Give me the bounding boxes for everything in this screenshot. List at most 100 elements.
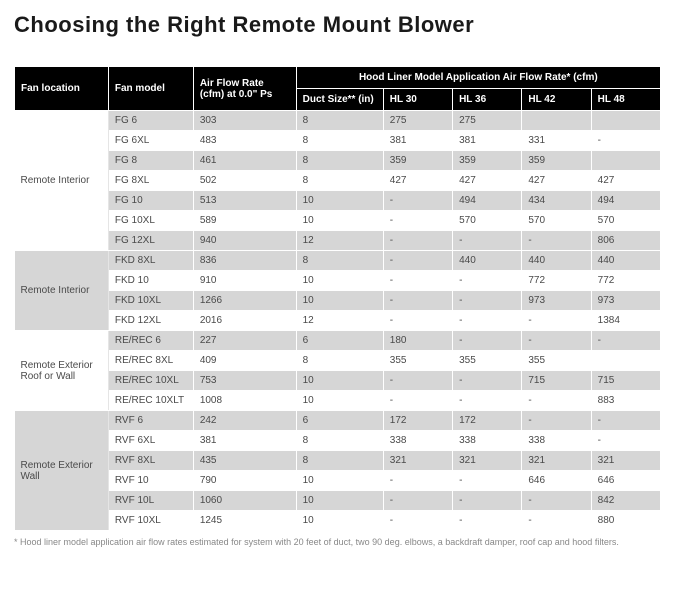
cell-hl36: 355 — [453, 351, 522, 371]
cell-hl42: 355 — [522, 351, 591, 371]
cell-hl48: - — [591, 411, 660, 431]
cell-duct: 6 — [296, 331, 383, 351]
cell-hl48: 1384 — [591, 311, 660, 331]
cell-hl30: - — [383, 491, 452, 511]
cell-afr: 409 — [193, 351, 296, 371]
cell-duct: 10 — [296, 211, 383, 231]
cell-hl30: 381 — [383, 131, 452, 151]
cell-hl48: 715 — [591, 371, 660, 391]
cell-afr: 381 — [193, 431, 296, 451]
cell-hl42: 570 — [522, 211, 591, 231]
cell-model: RE/REC 10XLT — [108, 391, 193, 411]
cell-hl36: 338 — [453, 431, 522, 451]
cell-afr: 461 — [193, 151, 296, 171]
table-row: RVF 8XL4358321321321321 — [15, 451, 661, 471]
cell-hl36: 275 — [453, 111, 522, 131]
cell-hl30: - — [383, 211, 452, 231]
col-hood-span: Hood Liner Model Application Air Flow Ra… — [296, 67, 660, 89]
cell-hl36: - — [453, 331, 522, 351]
cell-hl48: 772 — [591, 271, 660, 291]
cell-hl48: 880 — [591, 511, 660, 531]
col-hl48: HL 48 — [591, 89, 660, 111]
cell-afr: 1008 — [193, 391, 296, 411]
cell-hl30: 275 — [383, 111, 452, 131]
cell-afr: 303 — [193, 111, 296, 131]
cell-hl30: - — [383, 311, 452, 331]
cell-hl48: - — [591, 131, 660, 151]
cell-afr: 1060 — [193, 491, 296, 511]
col-duct: Duct Size** (in) — [296, 89, 383, 111]
cell-afr: 483 — [193, 131, 296, 151]
cell-model: FG 12XL — [108, 231, 193, 251]
table-row: FG 6XL4838381381331- — [15, 131, 661, 151]
table-body: Remote InteriorFG 63038275275FG 6XL48383… — [15, 111, 661, 531]
table-row: FKD 10XL126610--973973 — [15, 291, 661, 311]
cell-model: RVF 10 — [108, 471, 193, 491]
cell-hl30: - — [383, 391, 452, 411]
cell-afr: 435 — [193, 451, 296, 471]
cell-hl36: - — [453, 491, 522, 511]
group-label: Remote Interior — [15, 111, 109, 251]
cell-model: FG 8 — [108, 151, 193, 171]
cell-model: FKD 12XL — [108, 311, 193, 331]
cell-duct: 10 — [296, 491, 383, 511]
cell-hl42 — [522, 111, 591, 131]
cell-hl36: - — [453, 311, 522, 331]
cell-hl42: - — [522, 491, 591, 511]
col-fan-location: Fan location — [15, 67, 109, 111]
cell-hl30: - — [383, 471, 452, 491]
cell-hl30: - — [383, 191, 452, 211]
cell-hl48: 646 — [591, 471, 660, 491]
cell-hl48: 321 — [591, 451, 660, 471]
cell-duct: 10 — [296, 511, 383, 531]
cell-hl36: - — [453, 511, 522, 531]
col-hl30: HL 30 — [383, 89, 452, 111]
cell-duct: 10 — [296, 271, 383, 291]
cell-hl42: - — [522, 331, 591, 351]
cell-hl36: 440 — [453, 251, 522, 271]
cell-hl48: 973 — [591, 291, 660, 311]
cell-hl36: - — [453, 471, 522, 491]
cell-model: FKD 10 — [108, 271, 193, 291]
cell-duct: 12 — [296, 311, 383, 331]
cell-hl42: 434 — [522, 191, 591, 211]
page-title: Choosing the Right Remote Mount Blower — [14, 12, 661, 38]
cell-hl30: 355 — [383, 351, 452, 371]
table-row: Remote InteriorFG 63038275275 — [15, 111, 661, 131]
cell-hl48: 440 — [591, 251, 660, 271]
cell-duct: 8 — [296, 431, 383, 451]
cell-hl42: 427 — [522, 171, 591, 191]
footnote: * Hood liner model application air flow … — [14, 537, 661, 549]
cell-hl30: - — [383, 271, 452, 291]
table-row: Remote InteriorFKD 8XL8368-440440440 — [15, 251, 661, 271]
col-fan-model: Fan model — [108, 67, 193, 111]
cell-model: FKD 10XL — [108, 291, 193, 311]
cell-hl30: 338 — [383, 431, 452, 451]
table-row: RVF 10L106010---842 — [15, 491, 661, 511]
cell-afr: 1266 — [193, 291, 296, 311]
cell-hl42: 440 — [522, 251, 591, 271]
cell-hl30: - — [383, 251, 452, 271]
cell-hl36: 321 — [453, 451, 522, 471]
cell-hl48: 494 — [591, 191, 660, 211]
col-hl36: HL 36 — [453, 89, 522, 111]
cell-duct: 8 — [296, 131, 383, 151]
cell-model: RVF 6XL — [108, 431, 193, 451]
table-row: FG 10XL58910-570570570 — [15, 211, 661, 231]
cell-duct: 10 — [296, 391, 383, 411]
cell-afr: 1245 — [193, 511, 296, 531]
cell-duct: 10 — [296, 191, 383, 211]
cell-hl42: 321 — [522, 451, 591, 471]
cell-afr: 513 — [193, 191, 296, 211]
table-row: Remote Exterior WallRVF 62426172172-- — [15, 411, 661, 431]
cell-hl36: 570 — [453, 211, 522, 231]
cell-duct: 8 — [296, 111, 383, 131]
cell-hl36: - — [453, 271, 522, 291]
cell-afr: 836 — [193, 251, 296, 271]
cell-hl42: 338 — [522, 431, 591, 451]
cell-hl42: 715 — [522, 371, 591, 391]
cell-hl30: - — [383, 291, 452, 311]
table-row: FKD 1091010--772772 — [15, 271, 661, 291]
cell-model: FG 6XL — [108, 131, 193, 151]
table-header: Fan location Fan model Air Flow Rate (cf… — [15, 67, 661, 111]
